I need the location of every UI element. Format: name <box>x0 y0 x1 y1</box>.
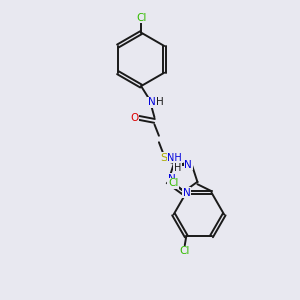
Text: Cl: Cl <box>136 13 146 23</box>
Text: N: N <box>168 174 176 184</box>
Text: N: N <box>183 188 191 197</box>
Text: S: S <box>160 153 167 163</box>
Text: O: O <box>130 113 138 123</box>
Text: NH: NH <box>167 153 182 163</box>
Text: N: N <box>148 98 155 107</box>
Text: H: H <box>174 163 181 172</box>
Text: N: N <box>184 160 192 170</box>
Text: Cl: Cl <box>180 246 190 256</box>
Text: Cl: Cl <box>168 178 178 188</box>
Text: H: H <box>156 98 164 107</box>
